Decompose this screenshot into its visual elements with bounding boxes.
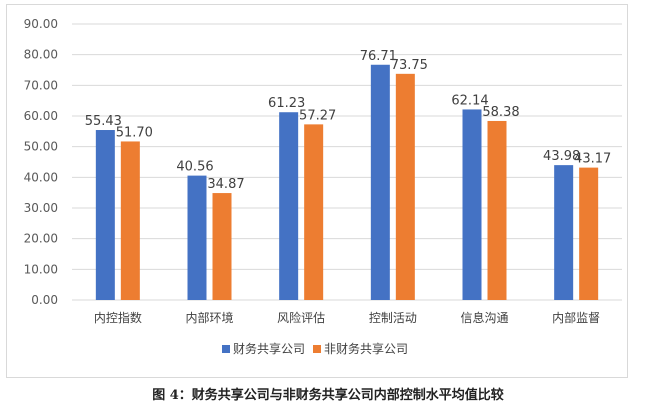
data-label: 51.70 [116, 125, 153, 140]
bar [120, 141, 140, 300]
legend-label: 非财务共享公司 [324, 341, 408, 356]
data-label: 43.98 [543, 149, 580, 164]
figure-caption: 图 4：财务共享公司与非财务共享公司内部控制水平均值比较 [152, 388, 504, 403]
category-label: 控制活动 [369, 311, 417, 325]
data-label: 43.17 [574, 152, 611, 167]
y-tick-label: 30.00 [24, 201, 58, 215]
y-tick-label: 20.00 [24, 232, 58, 246]
legend-label: 财务共享公司 [233, 341, 305, 356]
bar [304, 124, 324, 300]
data-label: 62.14 [451, 93, 488, 108]
data-label: 57.27 [299, 108, 336, 123]
y-tick-label: 50.00 [24, 140, 58, 154]
bar [579, 167, 599, 300]
bar [187, 175, 207, 300]
y-tick-label: 70.00 [24, 78, 58, 92]
legend-swatch [313, 345, 321, 353]
data-label: 34.87 [207, 177, 244, 192]
y-tick-label: 90.00 [24, 17, 58, 31]
bar [370, 64, 390, 300]
data-label: 55.43 [85, 114, 122, 129]
bar [554, 165, 574, 300]
category-label: 风险评估 [277, 310, 325, 325]
bar [95, 130, 115, 300]
data-label: 76.71 [360, 49, 397, 64]
bar [462, 109, 482, 300]
bar-chart: 0.00 10.00 20.00 30.00 40.00 50.00 60.00 70.00 8… [24, 17, 622, 356]
y-tick-label: 10.00 [24, 262, 58, 276]
category-label: 内部环境 [185, 310, 233, 325]
y-tick-label: 80.00 [24, 48, 58, 62]
bar [487, 120, 507, 300]
bar [395, 73, 415, 300]
bar [212, 193, 232, 300]
bar [279, 112, 299, 300]
data-label: 40.56 [176, 160, 213, 175]
data-label: 73.75 [391, 58, 428, 73]
data-label: 58.38 [482, 105, 519, 120]
data-label: 61.23 [268, 96, 305, 111]
category-label: 内部监督 [552, 310, 600, 325]
y-tick-label: 40.00 [24, 170, 58, 184]
category-label: 内控指数 [94, 310, 142, 325]
y-tick-label: 60.00 [24, 109, 58, 123]
y-tick-label: 0.00 [31, 293, 58, 307]
category-label: 信息沟通 [460, 310, 508, 325]
legend-swatch [222, 345, 230, 353]
